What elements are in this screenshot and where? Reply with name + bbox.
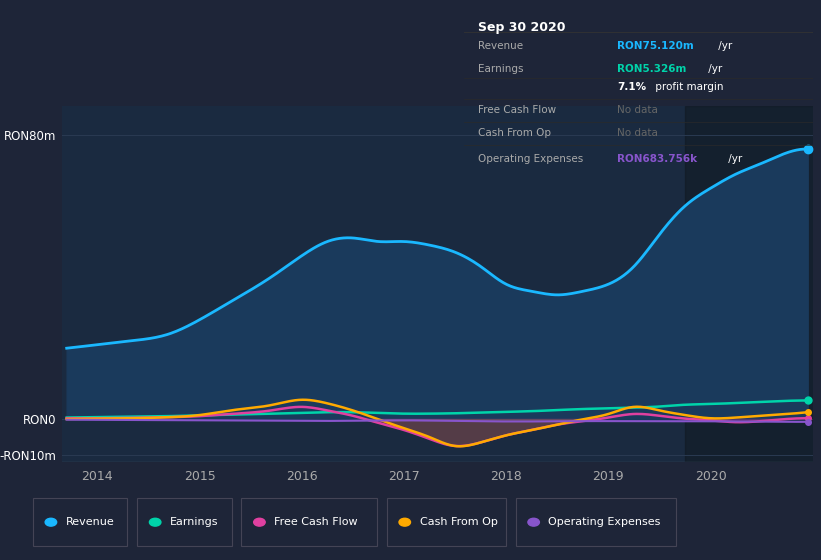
Text: Cash From Op: Cash From Op <box>420 517 498 527</box>
Text: Operating Expenses: Operating Expenses <box>478 154 583 164</box>
Text: RON75.120m: RON75.120m <box>617 41 694 51</box>
Text: Operating Expenses: Operating Expenses <box>548 517 661 527</box>
Text: RON683.756k: RON683.756k <box>617 154 698 164</box>
Text: Earnings: Earnings <box>170 517 218 527</box>
Text: Sep 30 2020: Sep 30 2020 <box>478 21 566 35</box>
Text: RON5.326m: RON5.326m <box>617 64 687 74</box>
Text: Free Cash Flow: Free Cash Flow <box>274 517 358 527</box>
Text: Free Cash Flow: Free Cash Flow <box>478 105 556 115</box>
Text: Revenue: Revenue <box>66 517 114 527</box>
Text: No data: No data <box>617 128 658 138</box>
Text: profit margin: profit margin <box>653 82 724 92</box>
Text: 7.1%: 7.1% <box>617 82 646 92</box>
Text: /yr: /yr <box>725 154 742 164</box>
Text: /yr: /yr <box>715 41 732 51</box>
Text: Earnings: Earnings <box>478 64 523 74</box>
Text: /yr: /yr <box>705 64 722 74</box>
Text: Cash From Op: Cash From Op <box>478 128 551 138</box>
Text: Revenue: Revenue <box>478 41 523 51</box>
Text: No data: No data <box>617 105 658 115</box>
Bar <box>685 106 818 462</box>
